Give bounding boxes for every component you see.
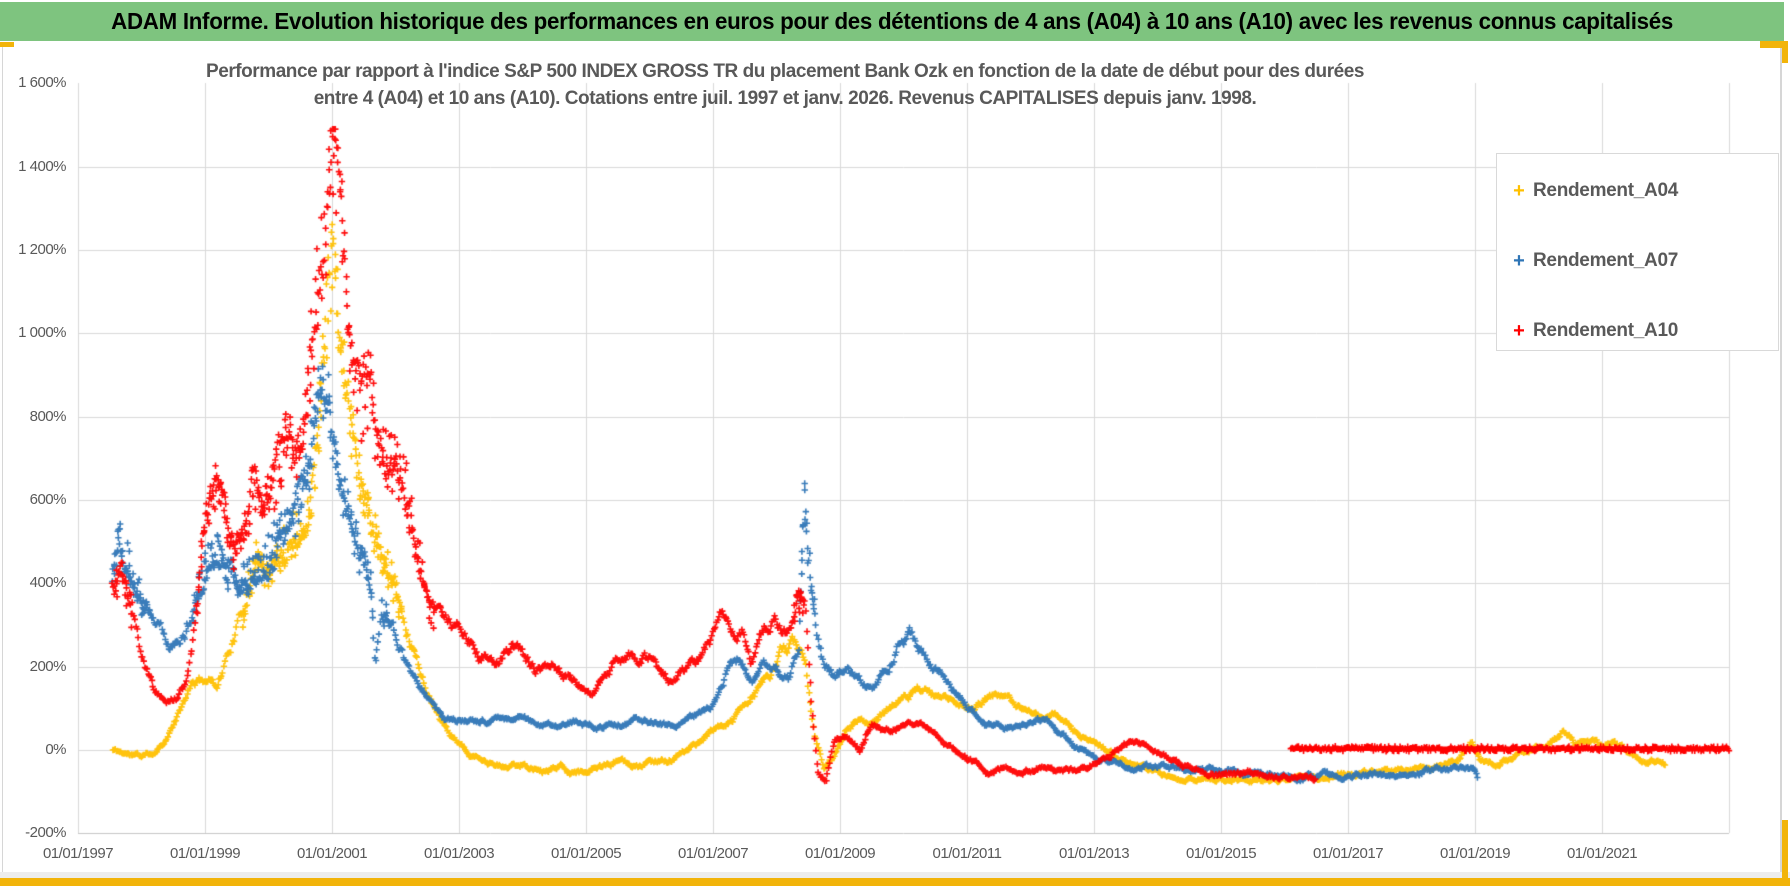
chart-legend: + Rendement_A04 + Rendement_A07 + Rendement_A… xyxy=(1496,153,1779,351)
x-tick-label: 01/01/2009 xyxy=(804,845,876,862)
x-tick-label: 01/01/2013 xyxy=(1058,845,1130,862)
gold-frame-right-bottom xyxy=(1782,820,1788,886)
legend-item: + Rendement_A04 xyxy=(1511,177,1678,205)
legend-item: + Rendement_A07 xyxy=(1511,247,1678,275)
bottom-gray-strip xyxy=(0,872,1790,878)
plus-marker-icon: + xyxy=(1513,320,1525,342)
x-tick-label: 01/01/2003 xyxy=(423,845,495,862)
gold-frame-top-right xyxy=(1760,41,1784,48)
x-tick-label: 01/01/2005 xyxy=(550,845,622,862)
header-bar: ADAM Informe. Evolution historique des p… xyxy=(0,0,1784,41)
legend-item: + Rendement_A10 xyxy=(1511,317,1678,345)
x-tick-label: 01/01/1997 xyxy=(42,845,114,862)
x-tick-label: 01/01/2017 xyxy=(1312,845,1384,862)
chart-right-border xyxy=(1780,46,1782,872)
y-tick-label: 400% xyxy=(29,574,67,592)
y-tick-label: -200% xyxy=(25,824,66,842)
y-tick-label: 800% xyxy=(29,407,67,425)
x-tick-label: 01/01/2021 xyxy=(1566,845,1638,862)
x-tick-label: 01/01/2007 xyxy=(677,845,749,862)
legend-label: Rendement_A07 xyxy=(1533,250,1678,271)
y-tick-label: 0% xyxy=(45,741,66,758)
legend-label: Rendement_A04 xyxy=(1533,180,1678,201)
gold-frame-right-top xyxy=(1782,41,1788,63)
x-tick-label: 01/01/2011 xyxy=(932,845,1002,862)
y-tick-label: 1 400% xyxy=(18,157,66,175)
x-tick-label: 01/01/1999 xyxy=(169,845,241,862)
chart-title: Performance par rapport à l'indice S&P 5… xyxy=(70,58,1500,112)
chart-title-line2: entre 4 (A04) et 10 ans (A10). Cotations… xyxy=(313,88,1257,109)
x-tick-label: 01/01/2019 xyxy=(1439,845,1511,862)
plus-marker-icon: + xyxy=(1513,250,1525,272)
chart-left-border xyxy=(2,46,3,872)
legend-label: Rendement_A10 xyxy=(1533,320,1678,341)
y-tick-label: 200% xyxy=(29,657,67,675)
y-tick-label: 1 600% xyxy=(18,74,66,92)
chart-title-line1: Performance par rapport à l'indice S&P 5… xyxy=(205,61,1365,82)
x-tick-label: 01/01/2001 xyxy=(296,845,368,862)
y-tick-label: 1 000% xyxy=(18,324,66,342)
x-tick-label: 01/01/2015 xyxy=(1185,845,1257,862)
y-tick-label: 1 200% xyxy=(18,241,66,258)
y-tick-label: 600% xyxy=(29,491,67,508)
gold-frame-bottom xyxy=(0,878,1790,886)
header-title: ADAM Informe. Evolution historique des p… xyxy=(111,8,1673,34)
plus-marker-icon: + xyxy=(1513,180,1525,202)
gold-frame-top-left xyxy=(0,42,14,47)
